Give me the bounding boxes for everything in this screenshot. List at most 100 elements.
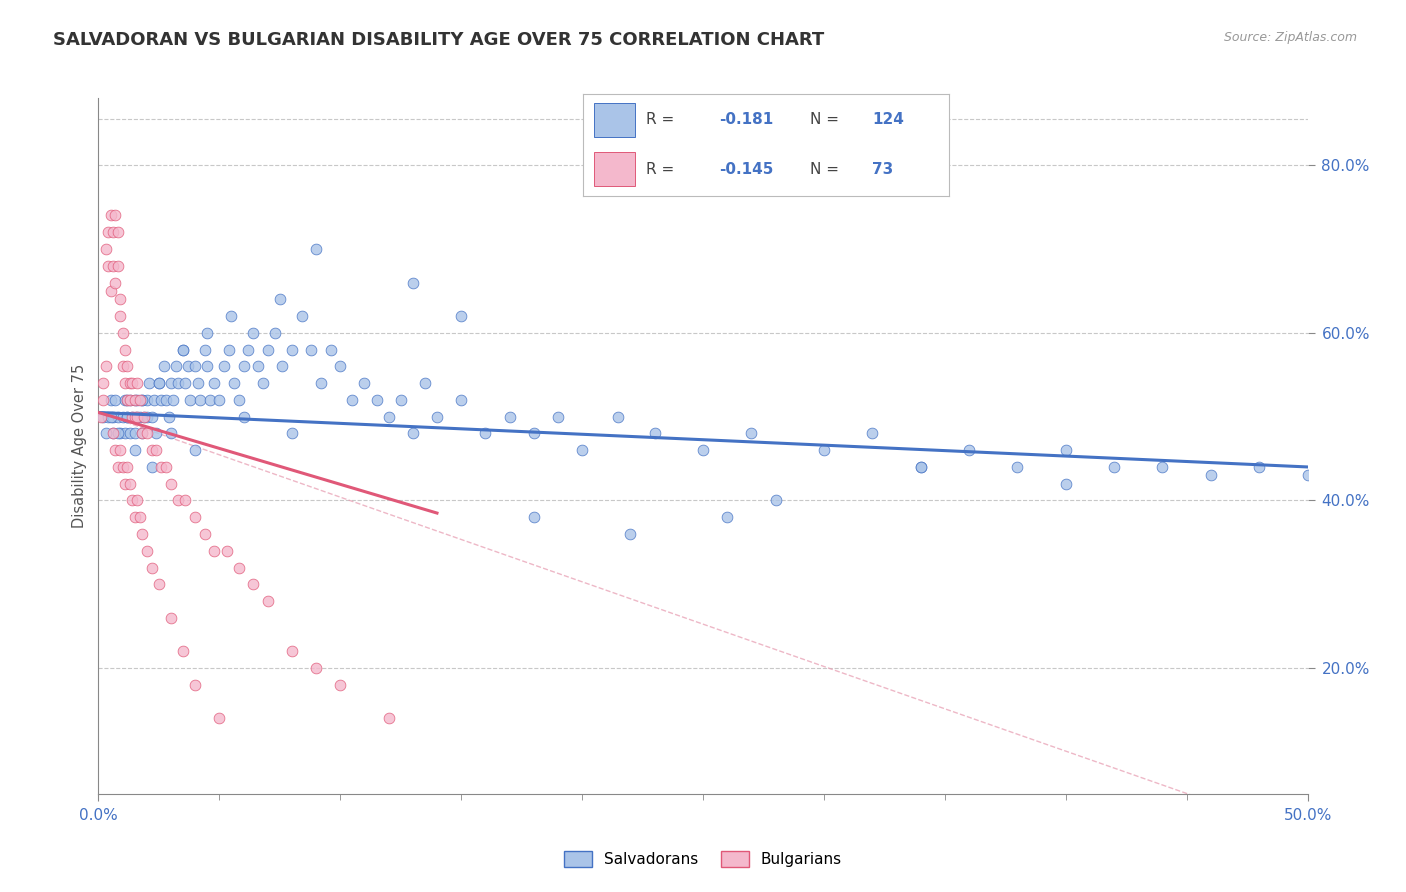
Point xyxy=(107,459,129,474)
Point xyxy=(114,476,136,491)
Point xyxy=(264,326,287,340)
Point xyxy=(124,443,146,458)
Point xyxy=(128,510,150,524)
Point xyxy=(114,343,136,357)
Point xyxy=(150,459,173,474)
Point xyxy=(117,459,139,474)
Point xyxy=(177,359,200,374)
Point xyxy=(101,409,124,424)
Point xyxy=(208,392,231,407)
Point xyxy=(97,259,120,273)
Point xyxy=(174,493,197,508)
Point xyxy=(108,443,131,458)
Point xyxy=(281,426,304,441)
Point xyxy=(124,426,146,441)
Point xyxy=(426,409,449,424)
Point xyxy=(860,426,883,441)
Point xyxy=(910,459,932,474)
Point xyxy=(290,309,312,323)
Point xyxy=(188,392,211,407)
Point xyxy=(101,426,124,441)
Point xyxy=(97,409,120,424)
Point xyxy=(145,426,167,441)
Text: 124: 124 xyxy=(872,112,904,128)
Point xyxy=(114,392,136,407)
Point xyxy=(127,376,149,391)
Point xyxy=(91,392,114,407)
Point xyxy=(101,426,124,441)
Point xyxy=(167,376,190,391)
Point xyxy=(94,426,117,441)
Point xyxy=(127,409,149,424)
Point xyxy=(329,359,352,374)
Point xyxy=(131,392,153,407)
Point xyxy=(108,309,131,323)
Point xyxy=(107,409,129,424)
Point xyxy=(138,376,160,391)
Point xyxy=(450,392,472,407)
Point xyxy=(118,476,141,491)
Point xyxy=(143,392,166,407)
Text: -0.145: -0.145 xyxy=(718,161,773,177)
Point xyxy=(716,510,738,524)
Point xyxy=(1102,459,1125,474)
Point xyxy=(165,359,187,374)
Text: -0.181: -0.181 xyxy=(718,112,773,128)
Point xyxy=(208,711,231,725)
Point xyxy=(118,392,141,407)
Point xyxy=(692,443,714,458)
Point xyxy=(128,392,150,407)
Point xyxy=(319,343,342,357)
Point xyxy=(413,376,436,391)
Point xyxy=(94,242,117,256)
Point xyxy=(222,376,245,391)
Point xyxy=(498,409,520,424)
Text: N =: N = xyxy=(810,112,839,128)
Point xyxy=(118,392,141,407)
Point xyxy=(194,527,217,541)
Point xyxy=(100,209,122,223)
Point xyxy=(305,242,328,256)
Point xyxy=(101,259,124,273)
Point xyxy=(131,392,153,407)
Point xyxy=(152,359,174,374)
Point xyxy=(194,343,217,357)
Point xyxy=(450,309,472,323)
Point xyxy=(366,392,388,407)
Point xyxy=(910,459,932,474)
Point xyxy=(242,577,264,591)
Point xyxy=(342,392,364,407)
Point xyxy=(107,426,129,441)
Point xyxy=(212,359,235,374)
Point xyxy=(160,476,183,491)
Point xyxy=(305,661,328,675)
Point xyxy=(111,459,134,474)
Point xyxy=(118,376,141,391)
Point xyxy=(1054,443,1077,458)
Point xyxy=(134,409,156,424)
Point xyxy=(135,426,157,441)
Point xyxy=(135,409,157,424)
Point xyxy=(127,392,149,407)
Point xyxy=(215,543,238,558)
Point xyxy=(402,276,425,290)
Point xyxy=(90,409,112,424)
Point xyxy=(523,426,546,441)
Point xyxy=(619,527,641,541)
Point xyxy=(135,543,157,558)
Point xyxy=(329,678,352,692)
Point xyxy=(108,426,131,441)
Point xyxy=(141,409,163,424)
Point xyxy=(242,326,264,340)
Point xyxy=(131,527,153,541)
Point xyxy=(108,293,131,307)
Text: N =: N = xyxy=(810,161,839,177)
Point xyxy=(281,644,304,658)
Point xyxy=(187,376,209,391)
Point xyxy=(101,225,124,239)
Point xyxy=(155,392,177,407)
Point xyxy=(172,343,194,357)
Point xyxy=(127,493,149,508)
Point xyxy=(957,443,980,458)
Bar xyxy=(595,103,634,136)
